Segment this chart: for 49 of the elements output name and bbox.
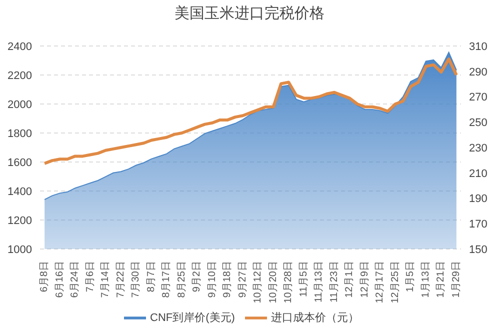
x-tick-label: 9月18日 bbox=[222, 261, 234, 298]
x-tick-label: 10月20日 bbox=[268, 261, 279, 304]
x-tick-label: 8月7日 bbox=[146, 261, 157, 292]
y-tick-label: 1800 bbox=[8, 128, 32, 140]
x-tick-label: 7月22日 bbox=[115, 261, 126, 298]
x-tick-label: 10月12日 bbox=[252, 261, 264, 304]
x-tick-label: 8月25日 bbox=[176, 261, 188, 298]
y2-tick-label: 250 bbox=[469, 117, 488, 130]
y2-tick-label: 230 bbox=[469, 142, 488, 154]
x-tick-label: 6月8日 bbox=[39, 261, 50, 292]
y2-tick-label: 210 bbox=[469, 168, 488, 180]
x-tick-label: 11月23日 bbox=[328, 261, 340, 303]
legend-label: 进口成本价（元） bbox=[270, 312, 359, 324]
x-tick-label: 7月6日 bbox=[84, 261, 96, 292]
x-tick-label: 1月13日 bbox=[420, 261, 432, 298]
x-tick-label: 1月29日 bbox=[450, 261, 462, 298]
y2-tick-label: 150 bbox=[469, 244, 488, 256]
x-tick-label: 12月1日 bbox=[344, 261, 356, 298]
y-tick-label: 2200 bbox=[8, 70, 32, 82]
x-tick-label: 11月13日 bbox=[314, 261, 325, 303]
y2-tick-label: 170 bbox=[469, 218, 488, 231]
x-tick-label: 8月17日 bbox=[161, 261, 172, 298]
chart-title: 美国玉米进口完税价格 bbox=[174, 4, 326, 23]
x-tick-label: 6月16日 bbox=[54, 261, 66, 298]
line-series bbox=[43, 58, 458, 165]
x-tick-label: 9月10日 bbox=[206, 261, 218, 298]
x-tick-label: 1月5日 bbox=[405, 261, 416, 292]
x-tick-label: 12月25日 bbox=[390, 261, 401, 304]
y2-tick-label: 290 bbox=[469, 66, 488, 78]
x-tick-label: 1月21日 bbox=[436, 261, 447, 298]
y-tick-label: 1600 bbox=[8, 156, 32, 169]
x-tick-label: 9月27日 bbox=[237, 261, 248, 298]
y-tick-label: 2000 bbox=[8, 98, 32, 111]
x-tick-label: 12月17日 bbox=[374, 261, 386, 304]
x-tick-label: 11月5日 bbox=[298, 261, 310, 297]
x-tick-label: 7月30日 bbox=[130, 261, 142, 298]
y2-tick-label: 190 bbox=[469, 193, 488, 206]
x-tick-label: 12月9日 bbox=[359, 261, 370, 298]
x-tick-label: 6月24日 bbox=[70, 261, 81, 298]
y-tick-label: 1400 bbox=[8, 186, 32, 198]
y-tick-label: 1200 bbox=[8, 214, 32, 227]
x-tick-label: 7月14日 bbox=[100, 261, 112, 298]
x-tick-label: 9月2日 bbox=[192, 261, 203, 292]
y2-tick-label: 270 bbox=[469, 92, 488, 104]
y-tick-label: 1000 bbox=[8, 244, 32, 256]
y2-tick-label: 310 bbox=[469, 40, 488, 53]
y-tick-label: 2400 bbox=[8, 40, 32, 53]
legend-label: CNF到岸价(美元) bbox=[150, 312, 235, 324]
x-tick-label: 10月28日 bbox=[283, 261, 294, 304]
